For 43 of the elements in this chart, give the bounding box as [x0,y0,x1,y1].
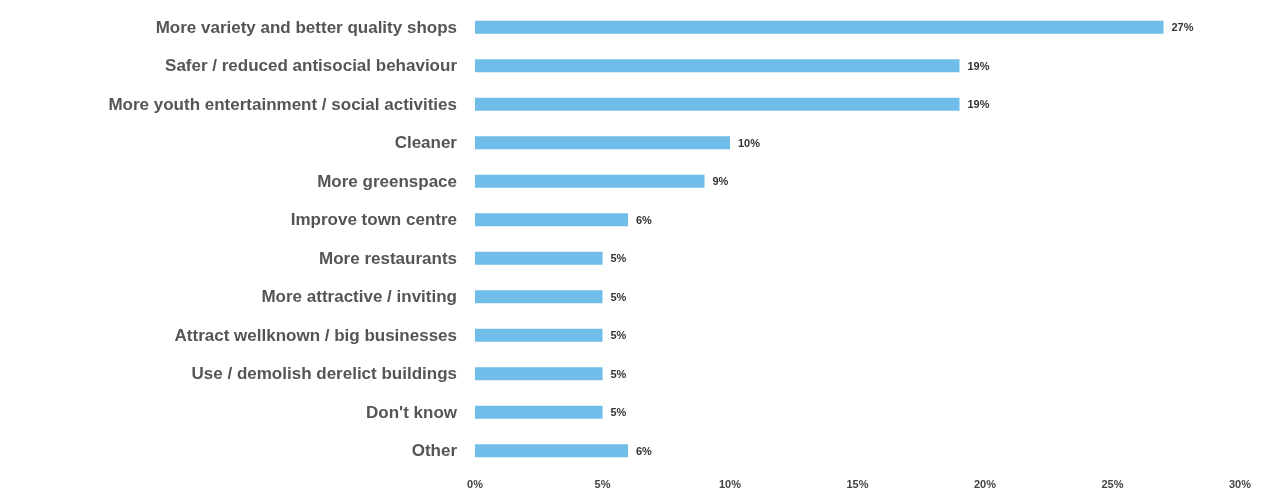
x-tick-label: 5% [594,477,611,490]
bar [475,59,960,73]
bar [475,290,603,304]
y-tick-label: More restaurants [319,248,457,268]
data-label: 6% [636,213,653,226]
data-label: 5% [610,367,627,380]
data-label: 5% [610,252,627,265]
y-tick-label: Safer / reduced antisocial behaviour [165,56,458,76]
x-tick-label: 0% [467,477,484,490]
x-tick-label: 20% [973,477,997,490]
data-label: 19% [967,98,990,111]
x-tick-label: 30% [1228,477,1252,490]
x-tick-label: 15% [846,477,869,490]
bar [475,174,705,188]
bar [475,213,628,227]
bar [475,136,730,150]
y-tick-label: Improve town centre [290,210,457,230]
bar [475,251,603,265]
y-tick-label: Attract wellknown / big businesses [174,325,457,345]
x-tick-label: 25% [1101,477,1124,490]
bar [475,367,603,381]
data-label: 27% [1171,21,1194,34]
y-tick-label: Don't know [366,402,458,422]
y-tick-label: More attractive / inviting [261,287,457,307]
bar [475,405,603,419]
x-tick-label: 10% [718,477,742,490]
y-tick-label: More variety and better quality shops [155,17,457,37]
data-label: 5% [610,406,627,419]
y-tick-label: More youth entertainment / social activities [108,94,457,114]
data-label: 19% [967,59,990,72]
y-tick-label: Cleaner [394,133,458,153]
y-tick-label: Use / demolish derelict buildings [191,364,457,384]
data-label: 5% [610,329,627,342]
y-tick-label: More greenspace [317,171,457,191]
data-label: 10% [738,136,761,149]
y-tick-label: Other [411,441,458,461]
bar [475,20,1164,34]
bar [475,444,628,458]
data-label: 6% [636,444,653,457]
bar [475,328,603,342]
bar [475,97,960,111]
data-label: 9% [712,175,729,188]
data-label: 5% [610,290,627,303]
